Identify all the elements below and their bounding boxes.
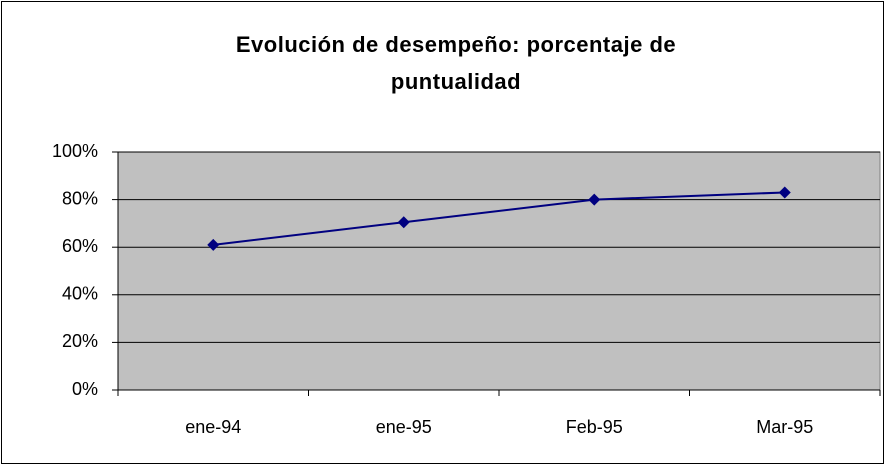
data-point bbox=[588, 193, 601, 206]
data-point bbox=[778, 186, 791, 199]
x-tick-label: ene-95 bbox=[376, 417, 432, 437]
x-tick-label: Feb-95 bbox=[566, 417, 623, 437]
y-tick-label: 20% bbox=[62, 331, 98, 351]
data-point bbox=[397, 216, 410, 229]
x-tick-label: Mar-95 bbox=[756, 417, 813, 437]
x-tick-label: ene-94 bbox=[185, 417, 241, 437]
chart-title: Evolución de desempeño: porcentaje de pu… bbox=[235, 32, 677, 94]
data-point bbox=[207, 238, 220, 251]
y-tick-label: 60% bbox=[62, 236, 98, 256]
y-tick-label: 80% bbox=[62, 188, 98, 208]
y-tick-label: 0% bbox=[72, 379, 98, 399]
y-tick-label: 40% bbox=[62, 284, 98, 304]
series-line bbox=[213, 191, 785, 246]
y-tick-label: 100% bbox=[52, 141, 98, 161]
plot-area bbox=[117, 151, 881, 391]
